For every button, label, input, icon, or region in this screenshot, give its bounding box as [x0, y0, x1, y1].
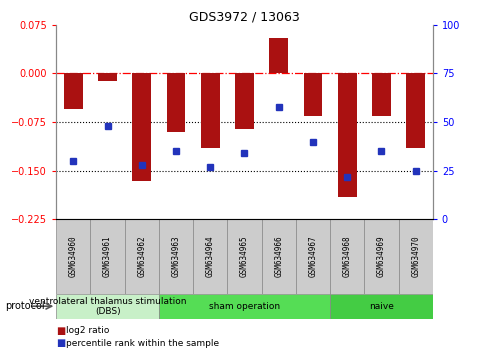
Bar — [132, 73, 151, 181]
Bar — [64, 73, 82, 109]
Bar — [398, 219, 432, 294]
Text: GSM634969: GSM634969 — [376, 236, 385, 278]
Text: GSM634968: GSM634968 — [342, 236, 351, 278]
Bar — [406, 73, 424, 148]
Text: GSM634960: GSM634960 — [69, 236, 78, 278]
Text: protocol: protocol — [5, 301, 44, 311]
Bar — [90, 219, 124, 294]
Bar — [337, 73, 356, 197]
Text: log2 ratio: log2 ratio — [66, 326, 109, 336]
Bar — [371, 73, 390, 116]
Text: GSM634963: GSM634963 — [171, 236, 180, 278]
Bar — [98, 73, 117, 81]
Text: GSM634966: GSM634966 — [274, 236, 283, 278]
Text: naive: naive — [368, 302, 393, 311]
Title: GDS3972 / 13063: GDS3972 / 13063 — [189, 11, 299, 24]
Bar — [295, 219, 329, 294]
Text: ■: ■ — [56, 338, 65, 348]
Text: GSM634970: GSM634970 — [410, 236, 419, 278]
Bar — [364, 219, 398, 294]
Bar — [329, 294, 432, 319]
Bar — [124, 219, 159, 294]
Bar — [303, 73, 322, 116]
Bar — [261, 219, 295, 294]
Text: GSM634962: GSM634962 — [137, 236, 146, 278]
Bar — [329, 219, 364, 294]
Bar — [56, 294, 159, 319]
Bar — [235, 73, 253, 129]
Bar — [159, 294, 329, 319]
Bar — [269, 38, 287, 73]
Bar — [159, 219, 193, 294]
Bar — [166, 73, 185, 132]
Text: sham operation: sham operation — [208, 302, 280, 311]
Bar — [201, 73, 219, 148]
Text: GSM634967: GSM634967 — [308, 236, 317, 278]
Text: percentile rank within the sample: percentile rank within the sample — [66, 339, 219, 348]
Text: GSM634964: GSM634964 — [205, 236, 214, 278]
Bar — [227, 219, 261, 294]
Text: GSM634961: GSM634961 — [103, 236, 112, 278]
Bar — [193, 219, 227, 294]
Bar — [56, 219, 90, 294]
Text: GSM634965: GSM634965 — [240, 236, 248, 278]
Text: ventrolateral thalamus stimulation
(DBS): ventrolateral thalamus stimulation (DBS) — [29, 297, 186, 316]
Text: ■: ■ — [56, 326, 65, 336]
